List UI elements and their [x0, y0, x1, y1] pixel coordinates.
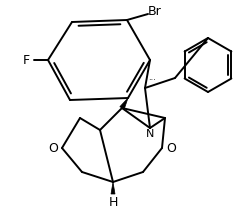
Text: Br: Br — [148, 5, 162, 19]
Text: N: N — [146, 129, 154, 139]
Polygon shape — [120, 98, 128, 109]
Text: O: O — [48, 141, 58, 155]
Text: H: H — [108, 196, 118, 209]
Polygon shape — [111, 182, 115, 194]
Text: O: O — [166, 141, 176, 155]
Text: ···: ··· — [148, 76, 156, 85]
Text: F: F — [22, 53, 30, 66]
